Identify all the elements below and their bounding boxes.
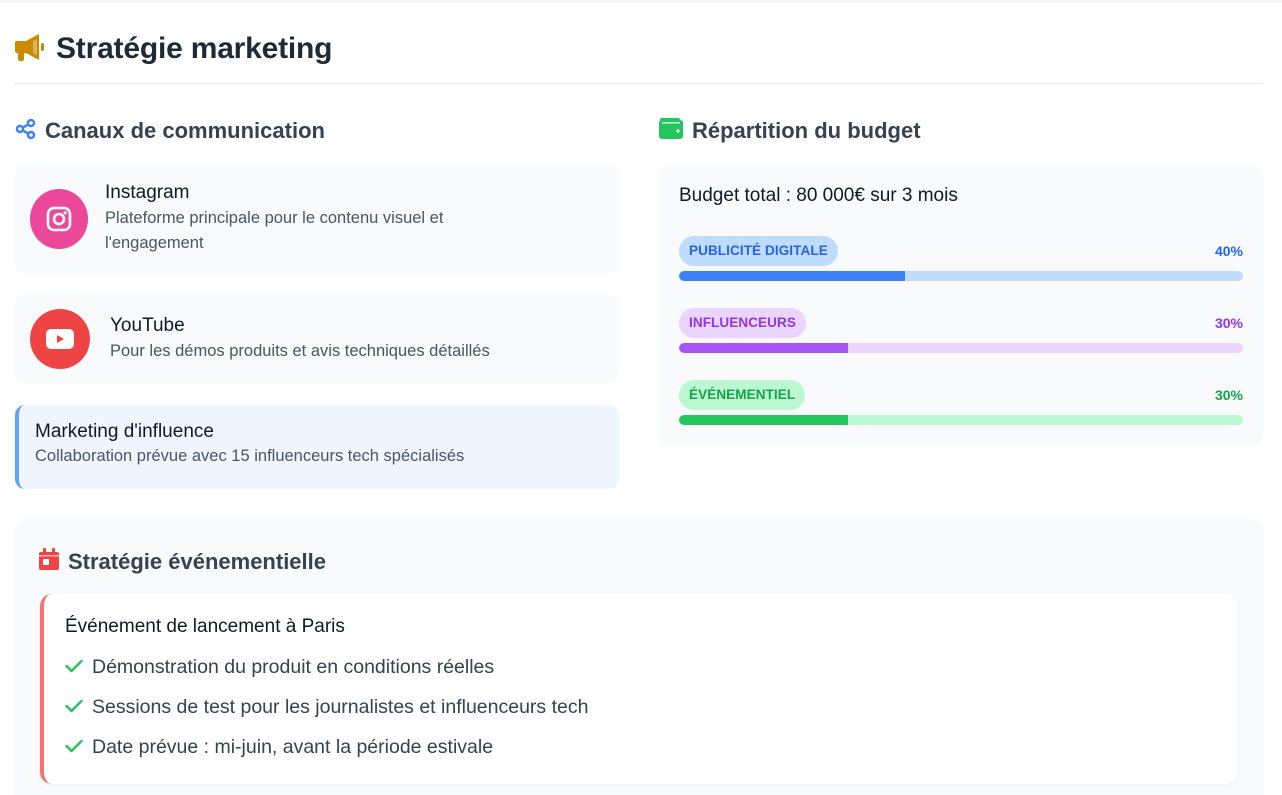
events-heading-text: Stratégie événementielle bbox=[68, 548, 327, 574]
channels-heading-text: Canaux de communication bbox=[45, 118, 325, 143]
megaphone-icon bbox=[14, 33, 46, 66]
budget-heading-text: Répartition du budget bbox=[692, 118, 921, 143]
category-badge: PUBLICITÉ DIGITALE bbox=[679, 236, 838, 266]
events-heading: Stratégie événementielle bbox=[39, 548, 326, 575]
influence-marketing-card: Marketing d'influence Collaboration prév… bbox=[15, 405, 619, 489]
instagram-icon bbox=[30, 189, 88, 249]
budget-row-events: ÉVÉNEMENTIEL 30% bbox=[679, 380, 1243, 425]
channel-description: Pour les démos produits et avis techniqu… bbox=[110, 342, 490, 360]
checklist-text: Démonstration du produit en conditions r… bbox=[92, 655, 495, 678]
influence-description: Collaboration prévue avec 15 influenceur… bbox=[35, 447, 465, 465]
check-icon bbox=[65, 696, 83, 719]
progress-fill bbox=[679, 343, 849, 353]
checklist-text: Sessions de test pour les journalistes e… bbox=[92, 695, 589, 718]
channel-description: Plateforme principale pour le contenu vi… bbox=[105, 209, 444, 252]
event-strategy-section: Stratégie événementielle Événement de la… bbox=[15, 519, 1263, 795]
influence-title: Marketing d'influence bbox=[35, 421, 214, 442]
channel-name: YouTube bbox=[110, 315, 185, 336]
checklist-item: Date prévue : mi-juin, avant la période … bbox=[65, 727, 1238, 767]
progress-fill bbox=[679, 415, 849, 425]
percent-label: 30% bbox=[1214, 387, 1243, 403]
progress-bar bbox=[679, 343, 1243, 353]
event-checklist: Démonstration du produit en conditions r… bbox=[65, 647, 1238, 767]
checklist-item: Démonstration du produit en conditions r… bbox=[65, 647, 1238, 687]
page-header: Stratégie marketing bbox=[14, 32, 332, 66]
category-badge: INFLUENCEURS bbox=[679, 308, 806, 338]
budget-row-digital: PUBLICITÉ DIGITALE 40% bbox=[679, 236, 1243, 281]
progress-bar bbox=[679, 271, 1243, 281]
checklist-text: Date prévue : mi-juin, avant la période … bbox=[92, 735, 494, 758]
launch-event-card: Événement de lancement à Paris Démonstra… bbox=[40, 594, 1238, 784]
budget-row-influencers: INFLUENCEURS 30% bbox=[679, 308, 1243, 353]
channel-name: Instagram bbox=[105, 182, 190, 203]
progress-fill bbox=[679, 271, 905, 281]
checklist-item: Sessions de test pour les journalistes e… bbox=[65, 687, 1238, 727]
check-icon bbox=[65, 736, 83, 759]
title-divider bbox=[14, 83, 1263, 84]
channels-heading: Canaux de communication bbox=[15, 118, 325, 144]
page-title: Stratégie marketing bbox=[56, 32, 333, 65]
percent-label: 30% bbox=[1214, 315, 1243, 331]
wallet-icon bbox=[659, 118, 683, 144]
budget-card: Budget total : 80 000€ sur 3 mois PUBLIC… bbox=[659, 165, 1263, 445]
youtube-icon bbox=[30, 309, 90, 369]
channel-card-instagram: Instagram Plateforme principale pour le … bbox=[15, 165, 619, 273]
budget-total: Budget total : 80 000€ sur 3 mois bbox=[679, 185, 958, 206]
event-title: Événement de lancement à Paris bbox=[65, 616, 345, 637]
budget-heading: Répartition du budget bbox=[659, 118, 921, 144]
share-nodes-icon bbox=[15, 118, 36, 144]
check-icon bbox=[65, 656, 83, 679]
calendar-icon bbox=[39, 548, 59, 575]
progress-bar bbox=[679, 415, 1243, 425]
percent-label: 40% bbox=[1214, 243, 1243, 259]
category-badge: ÉVÉNEMENTIEL bbox=[679, 380, 806, 410]
top-border bbox=[0, 0, 1282, 3]
channel-card-youtube: YouTube Pour les démos produits et avis … bbox=[15, 295, 619, 383]
